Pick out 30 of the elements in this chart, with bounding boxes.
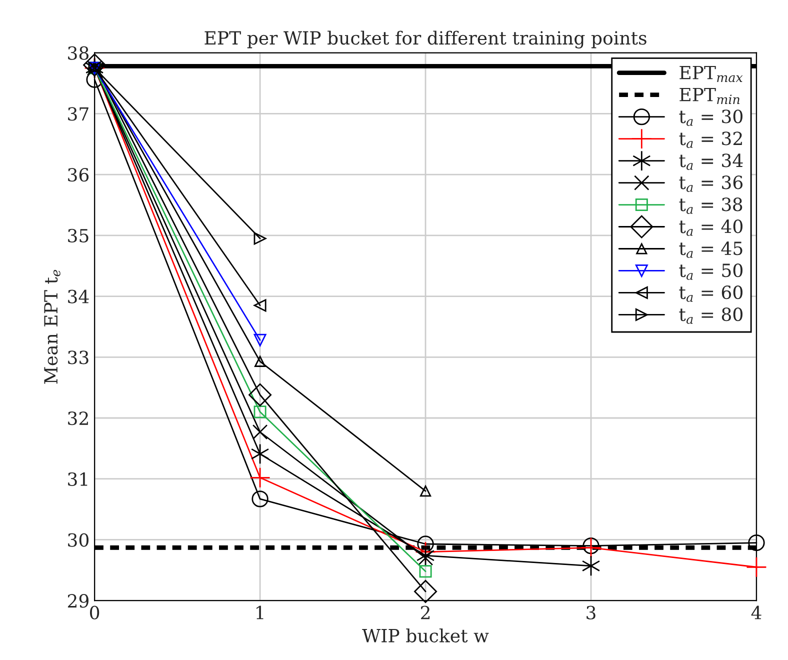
y-tick-label: 31	[68, 472, 88, 486]
ref-line-label: EPT$_{max}$	[680, 66, 743, 82]
y-tick-label: 38	[68, 46, 88, 60]
x-tick-label: 0	[90, 606, 100, 620]
x-axis-title: WIP bucket w	[362, 628, 489, 642]
y-tick-label: 29	[68, 594, 88, 608]
legend-label: t$_{a}$ = 45	[679, 242, 742, 258]
y-tick-label: 35	[68, 228, 88, 243]
legend-label: t$_{a}$ = 50	[679, 264, 742, 280]
y-tick-label: 34	[68, 290, 89, 304]
y-tick-label: 30	[68, 533, 88, 547]
y-tick-label: 37	[68, 107, 88, 121]
y-axis-title: Mean EPT t$_{e}$	[44, 270, 60, 384]
x-tick-label: 3	[586, 606, 596, 620]
legend-label: t$_{a}$ = 36	[679, 176, 743, 192]
legend-label: EPT$_{min}$	[680, 88, 740, 104]
x-tick-label: 2	[421, 606, 430, 620]
legend-label: t$_{a}$ = 38	[679, 198, 742, 214]
legend-label: t$_{a}$ = 30	[679, 110, 742, 126]
x-tick-label: 1	[256, 606, 264, 620]
y-tick-label: 32	[68, 411, 88, 426]
legend-label: t$_{a}$ = 60	[679, 286, 742, 302]
legend-label: t$_{a}$ = 40	[679, 220, 742, 236]
chart-title: EPT per WIP bucket for different training points	[204, 30, 646, 48]
y-tick-label: 33	[68, 350, 88, 364]
x-tick-label: 4	[751, 606, 762, 620]
legend-label: t$_{a}$ = 80	[679, 307, 742, 324]
legend-label: t$_{a}$ = 34	[679, 154, 743, 170]
y-tick-label: 36	[68, 168, 89, 182]
legend-label: t$_{a}$ = 32	[679, 132, 742, 148]
